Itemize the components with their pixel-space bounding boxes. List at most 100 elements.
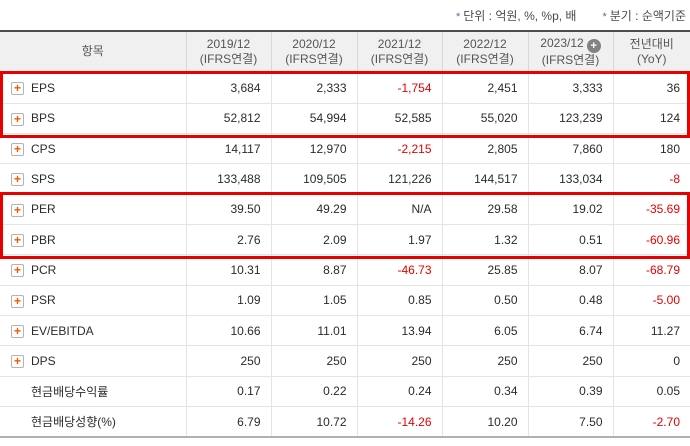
accounting-standard-label: (IFRS연결) bbox=[541, 53, 600, 68]
value-cell: -14.26 bbox=[356, 406, 442, 437]
value-cell: -68.79 bbox=[612, 254, 690, 286]
expand-plus-icon[interactable]: + bbox=[11, 203, 24, 217]
value-cell: 0.05 bbox=[612, 376, 690, 408]
column-header-yoy: 전년대비 (YoY) bbox=[612, 31, 690, 74]
value-cell: 2.76 bbox=[185, 224, 271, 256]
unit-note: * 단위 : 억원, %, %p, 배 bbox=[456, 7, 577, 24]
value-cell: 250 bbox=[356, 345, 442, 377]
value-cell: -60.96 bbox=[612, 224, 690, 256]
accounting-standard-label: (IFRS연결) bbox=[370, 52, 429, 67]
metric-label: SPS bbox=[31, 171, 56, 186]
period-label: 2021/12 bbox=[377, 36, 422, 51]
value-cell: 1.09 bbox=[185, 285, 271, 317]
metric-label: EPS bbox=[31, 81, 56, 95]
table-notes: * 단위 : 억원, %, %p, 배 * 분기 : 순액기준 bbox=[0, 0, 690, 30]
period-label: 2020/12 bbox=[292, 36, 336, 51]
period-label: 2022/12 bbox=[463, 36, 507, 51]
expand-plus-icon[interactable]: + bbox=[11, 112, 24, 126]
value-cell: 0.51 bbox=[527, 224, 613, 256]
value-cell: 6.79 bbox=[185, 406, 271, 437]
expand-plus-icon[interactable]: + bbox=[11, 264, 24, 278]
expand-plus-icon[interactable]: + bbox=[11, 355, 24, 369]
value-cell: 123,239 bbox=[527, 103, 613, 135]
accounting-standard-label: (IFRS연결) bbox=[285, 52, 343, 67]
table-row: + EV/EBITDA 10.66 11.01 13.94 6.05 6.74 1… bbox=[0, 315, 690, 347]
column-header-2021: 2021/12 (IFRS연결) bbox=[356, 31, 442, 74]
value-cell: 250 bbox=[270, 345, 357, 377]
table-row: + CPS 14,117 12,970 -2,215 2,805 7,860 18… bbox=[0, 133, 690, 165]
value-cell: 49.29 bbox=[270, 194, 357, 226]
table-body: + EPS 3,684 2,333 -1,754 2,451 3,333 36 +… bbox=[0, 73, 690, 437]
value-cell: 0.24 bbox=[356, 376, 442, 408]
period-label: 2019/12 bbox=[206, 36, 251, 51]
column-header-2019: 2019/12 (IFRS연결) bbox=[185, 31, 271, 74]
table-row: + EPS 3,684 2,333 -1,754 2,451 3,333 36 bbox=[0, 73, 690, 104]
plus-circle-icon[interactable]: + bbox=[586, 39, 601, 54]
expand-plus-icon[interactable]: + bbox=[11, 294, 24, 308]
value-cell: 0.48 bbox=[527, 285, 613, 317]
period-label: 2023/12 + bbox=[540, 36, 601, 54]
value-cell: 2.09 bbox=[270, 224, 357, 256]
basis-note-text: 분기 : 순액기준 bbox=[609, 9, 686, 23]
value-cell: 2,805 bbox=[441, 133, 528, 165]
value-cell: 14,117 bbox=[185, 133, 271, 165]
metric-label: EV/EBITDA bbox=[31, 323, 94, 338]
value-cell: 10.72 bbox=[270, 406, 357, 437]
value-cell: -8 bbox=[612, 163, 690, 195]
column-header-item: 항목 bbox=[0, 31, 186, 74]
yoy-label: 전년대비 bbox=[629, 36, 674, 51]
value-cell: 0.85 bbox=[356, 285, 442, 317]
value-cell: 1.97 bbox=[356, 224, 442, 256]
metric-label: CPS bbox=[31, 141, 56, 156]
value-cell: 7.50 bbox=[527, 406, 613, 437]
value-cell: 124 bbox=[612, 103, 690, 135]
value-cell: 1.05 bbox=[270, 285, 357, 317]
metric-label: 현금배당수익률 bbox=[31, 384, 109, 399]
value-cell: 7,860 bbox=[527, 133, 613, 165]
value-cell: 55,020 bbox=[441, 103, 528, 135]
metric-label: PBR bbox=[31, 232, 56, 247]
value-cell: 121,226 bbox=[356, 163, 442, 195]
value-cell: 0.50 bbox=[441, 285, 528, 317]
value-cell: 52,812 bbox=[185, 103, 271, 135]
table-row: +현금배당성향(%) 6.79 10.72 -14.26 10.20 7.50 … bbox=[0, 406, 690, 437]
value-cell: 8.07 bbox=[527, 254, 613, 286]
accounting-standard-label: (IFRS연결) bbox=[199, 52, 258, 67]
value-cell: 11.01 bbox=[270, 315, 357, 347]
accounting-standard-label: (IFRS연결) bbox=[456, 52, 514, 67]
value-cell: 250 bbox=[185, 345, 271, 377]
value-cell: 10.20 bbox=[441, 406, 528, 437]
expand-plus-icon[interactable]: + bbox=[11, 324, 24, 338]
table-row: +현금배당수익률 0.17 0.22 0.24 0.34 0.39 0.05 bbox=[0, 376, 690, 408]
value-cell: 8.87 bbox=[270, 254, 357, 286]
asterisk-marker: * bbox=[602, 11, 607, 23]
column-header-2023: 2023/12 + (IFRS연결) bbox=[527, 31, 613, 74]
value-cell: 36 bbox=[612, 73, 690, 104]
expand-plus-icon[interactable]: + bbox=[11, 82, 24, 96]
header-row: 항목 2019/12 (IFRS연결) 2020/12 (IFRS연결) 202… bbox=[0, 31, 690, 74]
metric-label: DPS bbox=[31, 353, 56, 368]
column-header-2022: 2022/12 (IFRS연결) bbox=[441, 31, 528, 74]
value-cell: -2,215 bbox=[356, 133, 442, 165]
expand-plus-icon[interactable]: + bbox=[11, 142, 24, 156]
value-cell: 3,684 bbox=[185, 73, 271, 104]
value-cell: 133,488 bbox=[185, 163, 271, 195]
value-cell: 0.39 bbox=[527, 376, 613, 408]
value-cell: 39.50 bbox=[185, 194, 271, 226]
value-cell: 29.58 bbox=[441, 194, 528, 226]
value-cell: 54,994 bbox=[270, 103, 357, 135]
value-cell: 10.66 bbox=[185, 315, 271, 347]
value-cell: 250 bbox=[527, 345, 613, 377]
expand-plus-icon[interactable]: + bbox=[11, 233, 24, 247]
value-cell: 1.32 bbox=[441, 224, 528, 256]
table-row: + PER 39.50 49.29 N/A 29.58 19.02 -35.69 bbox=[0, 194, 690, 226]
value-cell: -1,754 bbox=[356, 73, 442, 104]
column-header-2020: 2020/12 (IFRS연결) bbox=[270, 31, 357, 74]
expand-plus-icon[interactable]: + bbox=[11, 173, 24, 187]
value-cell: -5.00 bbox=[612, 285, 690, 317]
value-cell: 25.85 bbox=[441, 254, 528, 286]
value-cell: N/A bbox=[356, 194, 442, 226]
value-cell: 250 bbox=[441, 345, 528, 377]
value-cell: 0.17 bbox=[185, 376, 271, 408]
